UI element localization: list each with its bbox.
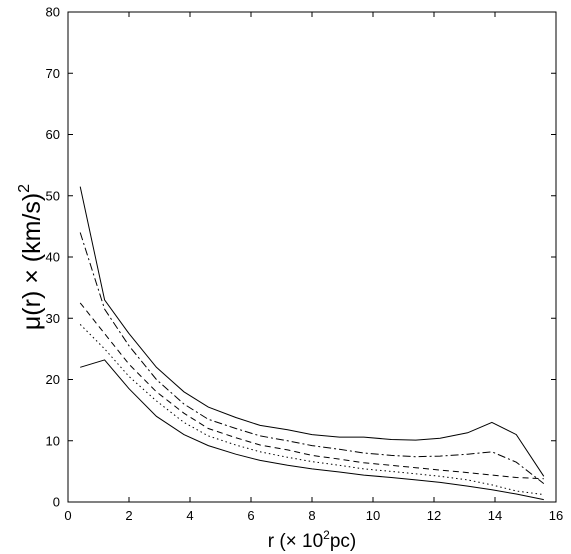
y-tick-label: 20 [46,372,60,387]
x-tick-label: 4 [186,508,193,523]
x-tick-label: 6 [247,508,254,523]
x-tick-label: 16 [549,508,563,523]
series-line-4 [79,324,544,496]
x-tick-labels: 0 2 4 6 8 10 12 14 16 [64,508,563,523]
plot-area-frame [67,11,557,503]
series-line-5 [80,359,544,501]
y-axis-label: μ(r) × (km/s)2 [16,184,46,330]
y-tick-label: 40 [46,250,60,265]
x-tick-label: 10 [366,508,380,523]
series-line-1 [79,186,545,477]
x-tick-label: 12 [427,508,441,523]
x-tick-label: 8 [308,508,315,523]
x-axis-label: r (× 102pc) [268,528,357,552]
y-axis-label-pre: μ(r) × (km/s) [18,193,46,330]
axis-ticks [67,11,557,503]
y-tick-label: 10 [46,433,60,448]
series-line-3 [79,302,544,480]
y-tick-label: 30 [46,311,60,326]
x-axis-label-pre: r (× 10 [268,531,323,552]
series-lines [79,186,545,501]
x-tick-label: 2 [125,508,132,523]
y-axis-label-sup: 2 [16,184,33,193]
y-tick-label: 0 [53,495,60,510]
y-tick-label: 60 [46,127,60,142]
y-tick-label: 50 [46,188,60,203]
x-tick-label: 0 [64,508,71,523]
x-axis-label-sup: 2 [323,528,330,542]
x-axis-label-post: pc) [330,531,356,552]
series-line-2 [79,232,545,484]
x-tick-label: 14 [488,508,502,523]
y-tick-label: 80 [46,5,60,20]
y-tick-label: 70 [46,66,60,81]
y-tick-labels: 0 10 20 30 40 50 60 70 80 [46,5,60,510]
